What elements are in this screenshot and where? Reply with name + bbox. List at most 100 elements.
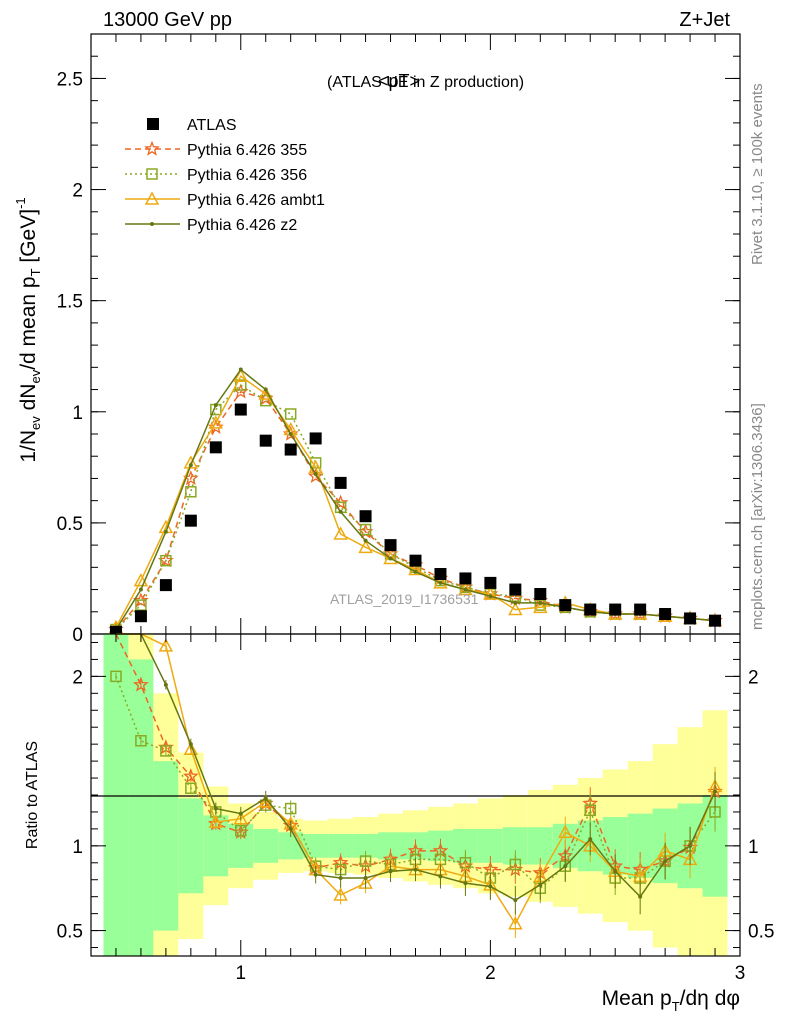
legend-label-3: Pythia 6.426 z2 [187, 217, 297, 234]
series-point-3 [413, 569, 418, 574]
ratio-point-2 [558, 824, 573, 839]
series-point-1 [185, 486, 197, 498]
ratio-point-3 [713, 789, 718, 794]
ratio-band-inner [303, 833, 329, 858]
data-point [484, 576, 497, 589]
ratio-point-3 [263, 796, 268, 801]
ratio-point-3 [638, 894, 643, 899]
ratio-point-3 [438, 874, 443, 879]
series-point-0 [307, 467, 324, 483]
ratio-point-3 [663, 859, 668, 864]
data-point [184, 514, 197, 527]
ratio-point-3 [163, 682, 168, 687]
series-point-3 [288, 432, 293, 436]
series-point-2 [333, 526, 348, 540]
ratio-point-1 [135, 735, 147, 747]
legend-marker-data [147, 118, 159, 130]
ratio-band-inner [353, 833, 379, 858]
series-point-2 [533, 599, 548, 614]
ratio-point-3 [313, 872, 318, 877]
ratio-band-inner [253, 828, 279, 863]
series-point-3 [263, 387, 268, 392]
y-tick-label: 2 [72, 181, 83, 202]
series-point-3 [213, 403, 218, 408]
ratio-tick-label-left: 1 [72, 837, 83, 858]
data-point [309, 432, 322, 445]
series-point-3 [463, 587, 468, 592]
ratio-point-1 [584, 804, 596, 817]
series-point-2 [508, 601, 523, 616]
data-point [659, 608, 672, 620]
data-point [359, 510, 372, 523]
x-tick-label: 2 [485, 963, 496, 984]
data-point [234, 403, 247, 416]
series-point-3 [538, 600, 543, 605]
data-point [609, 603, 622, 616]
data-point [459, 572, 472, 585]
series-point-3 [188, 463, 193, 468]
ratio-point-1 [359, 855, 372, 867]
ratio-band-inner [128, 659, 154, 956]
ratio-point-1 [160, 745, 172, 757]
main-y-axis-label: 1/Nev dNev/d mean pT [GeV]-1 [13, 197, 43, 462]
ratio-point-1 [509, 858, 522, 871]
series-point-2 [358, 539, 373, 554]
data-point [409, 554, 422, 567]
data-point [259, 434, 272, 447]
ratio-point-1 [284, 802, 297, 815]
ratio-point-2 [333, 887, 348, 901]
ratio-point-0 [132, 676, 149, 692]
ratio-tick-label-right: 1 [748, 837, 759, 858]
y-tick-label: 0 [72, 625, 83, 646]
ratio-point-0 [182, 768, 199, 784]
ratio-point-3 [213, 806, 218, 811]
legend-label-data: ATLAS [187, 117, 237, 134]
data-point [384, 539, 397, 552]
legend-label-1: Pythia 6.426 356 [187, 167, 307, 184]
legend-marker-1 [146, 168, 158, 180]
series-point-0 [132, 592, 149, 608]
ratio-y-axis-label: Ratio to ATLAS [24, 741, 41, 849]
ratio-tick-label-right: 0.5 [748, 922, 774, 943]
data-point [634, 603, 647, 616]
series-point-1 [359, 523, 372, 536]
series-point-3 [313, 472, 318, 476]
analysis-watermark: ATLAS_2019_I1736531 [330, 591, 479, 607]
ratio-point-1 [110, 670, 122, 683]
series-point-3 [338, 509, 343, 514]
legend-label-0: Pythia 6.426 355 [187, 142, 307, 159]
ratio-panel: 1 2 30.5 0.51 12 2 Ratio to ATLAS Mean pT/dη … [24, 633, 774, 1014]
series-point-2 [183, 455, 199, 469]
collision-energy-label: 13000 GeV pp [103, 9, 232, 31]
main-panel: 0 0.5 1 1.5 2 2.5 <pT> (ATLAS UE in Z product… [13, 33, 741, 646]
plot-title: <pT> [378, 71, 420, 91]
ratio-point-2 [208, 814, 224, 828]
ratio-point-3 [363, 876, 368, 881]
series-point-3 [238, 367, 243, 372]
ratio-point-3 [538, 882, 543, 887]
series-point-3 [438, 580, 443, 585]
series-point-3 [488, 594, 493, 599]
ratio-point-1 [235, 824, 247, 837]
ratio-tick-label-right: 2 [748, 667, 759, 688]
series-line-1 [115, 384, 716, 631]
ratio-point-3 [563, 864, 568, 869]
ratio-band-inner [153, 761, 179, 931]
series-point-2 [233, 368, 249, 382]
ratio-band-inner [178, 798, 204, 894]
ratio-point-2 [158, 638, 174, 652]
ratio-point-3 [338, 876, 343, 881]
ratio-point-3 [488, 884, 493, 889]
legend-marker-3 [150, 222, 154, 226]
series-point-3 [363, 538, 368, 543]
legend-marker-2 [144, 191, 160, 205]
ratio-tick-label-left: 2 [72, 667, 83, 688]
x-axis-label: Mean pT/dη dφ [602, 987, 740, 1014]
data-point [284, 443, 297, 456]
ratio-point-3 [463, 881, 468, 886]
data-point [434, 568, 447, 580]
ratio-point-3 [238, 811, 243, 816]
ratio-band-inner [103, 634, 129, 956]
data-point [159, 579, 172, 592]
